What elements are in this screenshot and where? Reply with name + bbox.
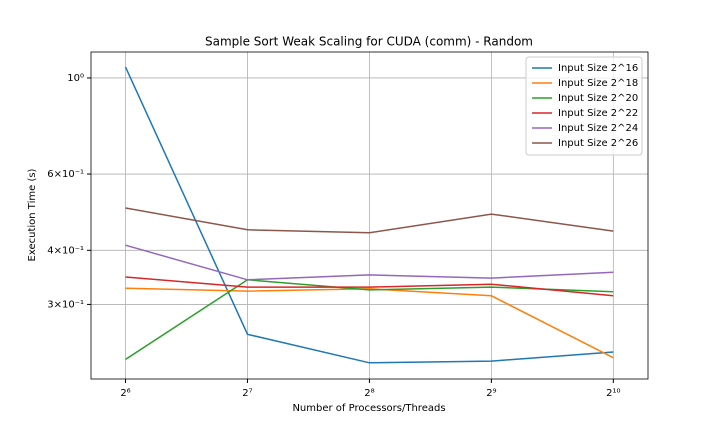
y-tick-label: 6×10⁻¹ bbox=[47, 169, 84, 180]
series-line bbox=[125, 276, 614, 297]
x-axis-label: Number of Processors/Threads bbox=[292, 403, 445, 414]
legend-label: Input Size 2^20 bbox=[558, 93, 638, 104]
chart-title: Sample Sort Weak Scaling for CUDA (comm)… bbox=[205, 35, 533, 49]
legend-label: Input Size 2^16 bbox=[558, 63, 638, 74]
y-tick-label: 10⁰ bbox=[67, 73, 84, 84]
legend-label: Input Size 2^24 bbox=[558, 123, 638, 134]
series-line bbox=[124, 66, 614, 364]
plot-frame bbox=[90, 51, 649, 380]
x-tick-label: 2⁷ bbox=[242, 388, 252, 399]
legend-label: Input Size 2^22 bbox=[558, 108, 638, 119]
y-tick-label: 3×10⁻¹ bbox=[47, 299, 84, 310]
series-line bbox=[125, 207, 614, 234]
y-axis-label: Execution Time (s) bbox=[27, 168, 38, 261]
x-tick-label: 2⁶ bbox=[120, 388, 130, 399]
legend-label: Input Size 2^26 bbox=[558, 138, 638, 149]
x-tick-label: 2⁸ bbox=[364, 388, 374, 399]
x-tick-label: 2⁹ bbox=[486, 388, 496, 399]
series-line bbox=[125, 244, 614, 281]
x-tick-label: 2¹⁰ bbox=[606, 388, 620, 399]
legend: Input Size 2^16 Input Size 2^18 Input Size… bbox=[525, 56, 643, 156]
legend-frame bbox=[525, 56, 643, 156]
y-tick-label: 4×10⁻¹ bbox=[47, 245, 84, 256]
series-line bbox=[125, 287, 614, 359]
legend-label: Input Size 2^18 bbox=[558, 78, 638, 89]
